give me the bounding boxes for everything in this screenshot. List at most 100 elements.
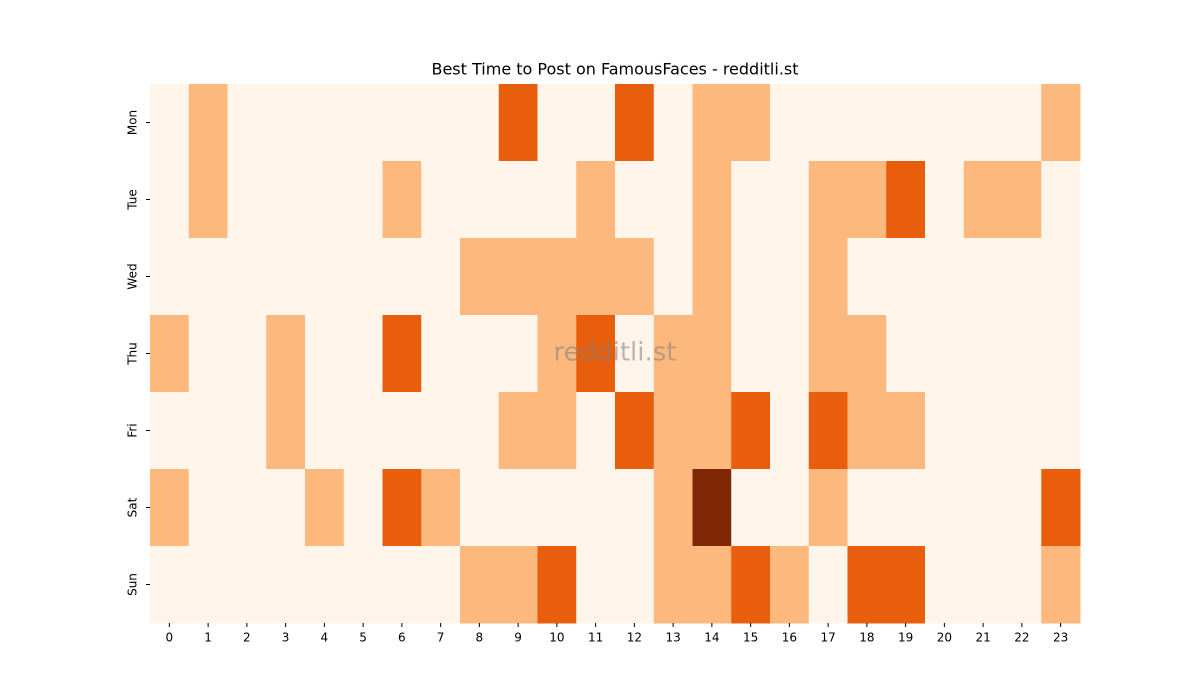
x-tick-label: 16 <box>782 631 797 645</box>
heatmap-cell <box>421 546 461 624</box>
heatmap-cell <box>421 315 461 393</box>
y-tick-label: Sat <box>126 497 140 517</box>
heatmap-cell <box>925 392 965 470</box>
heatmap-cell <box>498 315 538 393</box>
heatmap-cell <box>305 469 345 547</box>
heatmap-cell <box>421 469 461 547</box>
heatmap-cell <box>537 392 577 470</box>
heatmap-cell <box>460 84 500 162</box>
heatmap-cell <box>576 315 616 393</box>
heatmap-cell <box>498 469 538 547</box>
heatmap-cell <box>576 546 616 624</box>
heatmap-cell <box>731 392 771 470</box>
heatmap-cell <box>537 469 577 547</box>
heatmap-cell <box>1002 238 1042 316</box>
heatmap-cell <box>1002 161 1042 239</box>
heatmap-cell <box>692 392 732 470</box>
heatmap-cell <box>498 546 538 624</box>
x-tick-label: 2 <box>243 631 251 645</box>
heatmap-cell <box>615 238 655 316</box>
heatmap-cell <box>653 84 693 162</box>
heatmap-cell <box>266 392 306 470</box>
heatmap-cell <box>498 161 538 239</box>
heatmap-cell <box>188 238 228 316</box>
heatmap-cell <box>808 161 848 239</box>
x-tick-label: 1 <box>204 631 212 645</box>
heatmap-cell <box>1041 392 1081 470</box>
heatmap-cell <box>188 469 228 547</box>
heatmap-cell <box>382 84 422 162</box>
heatmap-cell <box>421 84 461 162</box>
heatmap-cell <box>382 469 422 547</box>
heatmap-cell <box>1002 392 1042 470</box>
heatmap-cell <box>692 238 732 316</box>
x-tick-label: 4 <box>321 631 329 645</box>
y-tick-label: Thu <box>126 342 140 366</box>
y-tick-label: Wed <box>126 263 140 289</box>
heatmap-cell <box>305 238 345 316</box>
heatmap-cell <box>653 161 693 239</box>
heatmap-cell <box>925 238 965 316</box>
heatmap-cell <box>460 546 500 624</box>
heatmap-cell <box>925 469 965 547</box>
heatmap-cell <box>537 161 577 239</box>
heatmap-cell <box>653 546 693 624</box>
x-tick-label: 10 <box>549 631 564 645</box>
heatmap-cell <box>1002 315 1042 393</box>
heatmap-cell <box>266 469 306 547</box>
heatmap-cell <box>963 469 1003 547</box>
y-tick-label: Tue <box>126 189 140 211</box>
heatmap-cell <box>847 84 887 162</box>
heatmap-cell <box>653 392 693 470</box>
heatmap-cell <box>731 469 771 547</box>
heatmap-cell <box>886 84 926 162</box>
heatmap-cell <box>227 161 267 239</box>
heatmap-cell <box>1041 161 1081 239</box>
heatmap-cell <box>150 84 190 162</box>
heatmap-cell <box>692 546 732 624</box>
heatmap-cell <box>731 315 771 393</box>
heatmap-cell <box>498 84 538 162</box>
heatmap-cell <box>460 392 500 470</box>
heatmap-cell <box>460 315 500 393</box>
heatmap-cell <box>925 546 965 624</box>
heatmap-cell <box>886 546 926 624</box>
heatmap-cell <box>421 161 461 239</box>
heatmap-cell <box>498 392 538 470</box>
heatmap-cell <box>886 392 926 470</box>
x-tick-label: 19 <box>898 631 913 645</box>
heatmap-cell <box>847 238 887 316</box>
x-tick-label: 7 <box>437 631 445 645</box>
heatmap-cell <box>537 546 577 624</box>
heatmap-cell <box>382 546 422 624</box>
heatmap-cell <box>460 469 500 547</box>
heatmap-cell <box>886 315 926 393</box>
heatmap-cell <box>227 546 267 624</box>
heatmap-cell <box>188 84 228 162</box>
heatmap-cell <box>615 315 655 393</box>
heatmap-cell <box>770 238 810 316</box>
heatmap-cell <box>653 238 693 316</box>
heatmap-cell <box>963 84 1003 162</box>
heatmap-cell <box>963 546 1003 624</box>
x-tick-label: 23 <box>1053 631 1068 645</box>
x-tick-label: 18 <box>859 631 874 645</box>
heatmap-cell <box>150 161 190 239</box>
heatmap-cell <box>421 392 461 470</box>
heatmap-cell <box>615 84 655 162</box>
heatmap-cell <box>305 315 345 393</box>
heatmap-cell <box>150 238 190 316</box>
x-tick-label: 21 <box>975 631 990 645</box>
heatmap-cell <box>188 392 228 470</box>
x-tick-label: 6 <box>398 631 406 645</box>
heatmap-cell <box>886 469 926 547</box>
heatmap-cell <box>1041 469 1081 547</box>
watermark: redditli.st <box>554 338 677 368</box>
heatmap-cell <box>653 469 693 547</box>
x-tick-label: 12 <box>627 631 642 645</box>
heatmap-cell <box>963 161 1003 239</box>
heatmap-cell <box>266 161 306 239</box>
heatmap-cell <box>808 84 848 162</box>
heatmap-cell <box>886 161 926 239</box>
